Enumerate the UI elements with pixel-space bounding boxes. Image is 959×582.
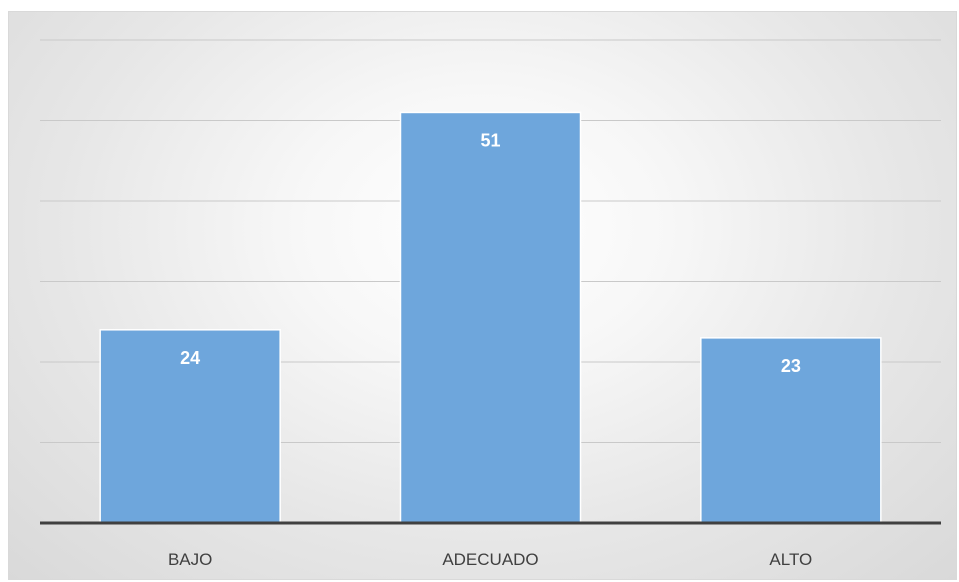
data-labels: 24 51 23: [180, 130, 801, 375]
x-axis-tick-labels: BAJO ADECUADO ALTO: [168, 550, 812, 569]
bar-bajo: [99, 329, 281, 524]
data-label-alto: 23: [781, 356, 801, 376]
x-tick-label-adecuado: ADECUADO: [442, 550, 538, 569]
x-tick-label-alto: ALTO: [769, 550, 812, 569]
bars: [99, 111, 882, 524]
data-label-adecuado: 51: [480, 130, 500, 150]
x-tick-label-bajo: BAJO: [168, 550, 212, 569]
bar-alto: [700, 337, 882, 524]
data-label-bajo: 24: [180, 348, 200, 368]
bar-adecuado: [399, 111, 582, 524]
